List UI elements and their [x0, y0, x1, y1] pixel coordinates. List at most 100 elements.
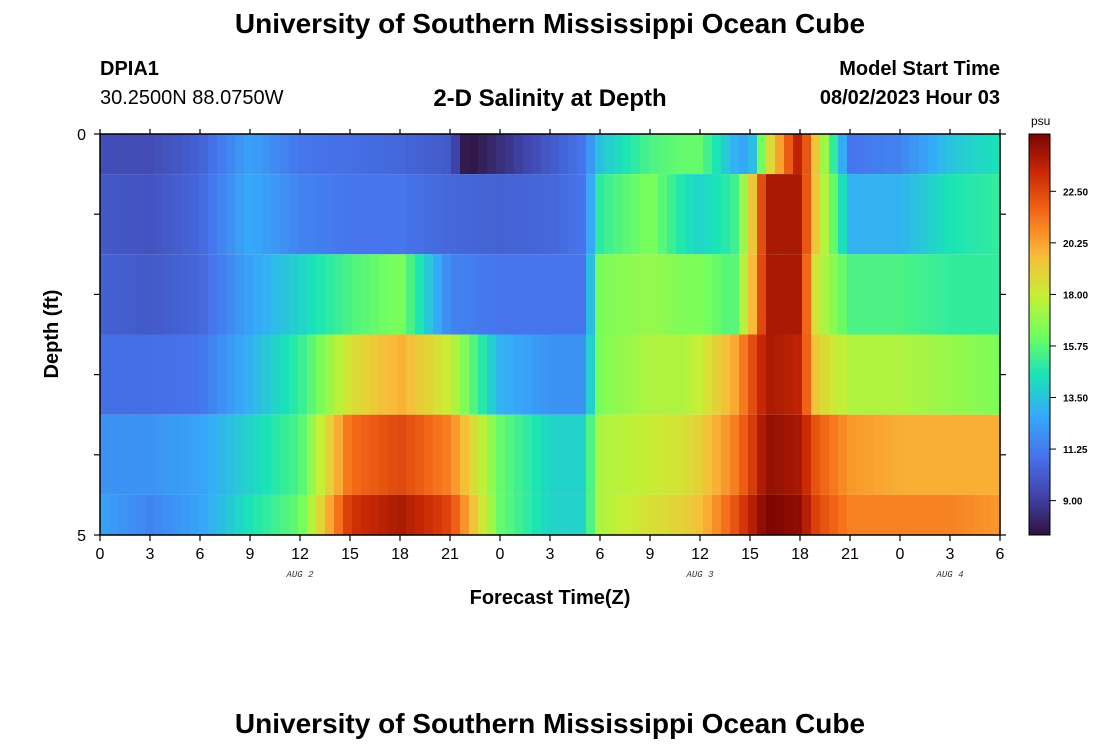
heatmap-cell — [937, 494, 947, 535]
heatmap-cell — [325, 254, 335, 335]
heatmap-cell — [730, 334, 740, 415]
heatmap-cell — [262, 494, 272, 535]
heatmap-cell — [334, 134, 344, 175]
heatmap-cell — [559, 254, 569, 335]
heatmap-cell — [721, 254, 731, 335]
heatmap-cell — [676, 254, 686, 335]
heatmap-cell — [640, 414, 650, 495]
date-labels: AUG 2 AUG 3 AUG 4 — [285, 570, 963, 580]
heatmap-cell — [199, 494, 209, 535]
heatmap-cell — [298, 134, 308, 175]
heatmap-cell — [982, 254, 992, 335]
heatmap-cell — [442, 414, 452, 495]
heatmap-cell — [190, 414, 200, 495]
heatmap-cell — [928, 414, 938, 495]
heatmap-cell — [739, 494, 749, 535]
heatmap-cell — [136, 414, 146, 495]
heatmap-cell — [658, 174, 668, 255]
heatmap-cell — [838, 414, 848, 495]
heatmap-cell — [415, 134, 425, 175]
heatmap-cell — [721, 334, 731, 415]
heatmap-cell — [343, 334, 353, 415]
heatmap-cell — [829, 334, 839, 415]
heatmap-cell — [694, 414, 704, 495]
heatmap-cell — [739, 254, 749, 335]
heatmap-cell — [514, 254, 524, 335]
heatmap-cell — [253, 414, 263, 495]
heatmap-cell — [964, 494, 974, 535]
heatmap-cell — [163, 174, 173, 255]
heatmap-cell — [550, 414, 560, 495]
heatmap-cell — [505, 134, 515, 175]
heatmap-cell — [739, 134, 749, 175]
heatmap-cell — [469, 134, 479, 175]
heatmap-cell — [532, 334, 542, 415]
heatmap-cell — [307, 414, 317, 495]
heatmap-cell — [586, 174, 596, 255]
heatmap-cell — [118, 494, 128, 535]
heatmap-cell — [100, 134, 110, 175]
heatmap-cell — [541, 174, 551, 255]
heatmap-cell — [811, 494, 821, 535]
heatmap-cell — [505, 334, 515, 415]
heatmap-cell — [154, 334, 164, 415]
x-axis: 0 3 6 9 12 15 18 21 0 3 6 9 12 15 18 21 0 3 6 — [96, 129, 1005, 563]
heatmap-cell — [793, 414, 803, 495]
heatmap-cell — [559, 174, 569, 255]
heatmap-cell — [622, 334, 632, 415]
heatmap-cell — [487, 174, 497, 255]
heatmap-cell — [208, 254, 218, 335]
heatmap-cell — [379, 334, 389, 415]
colorbar-tick-label: 18.00 — [1063, 290, 1088, 301]
heatmap-cell — [613, 134, 623, 175]
heatmap-cell — [262, 334, 272, 415]
heatmap-cell — [892, 174, 902, 255]
x-tick-label: 15 — [341, 546, 359, 563]
heatmap-cell — [118, 134, 128, 175]
heatmap-cell — [181, 334, 191, 415]
heatmap-cell — [307, 134, 317, 175]
heatmap-cell — [244, 174, 254, 255]
heatmap-cell — [541, 494, 551, 535]
heatmap-cell — [388, 494, 398, 535]
heatmap-cell — [883, 254, 893, 335]
heatmap-cell — [883, 494, 893, 535]
heatmap-cell — [163, 414, 173, 495]
x-tick-label: 6 — [996, 546, 1005, 563]
heatmap-cell — [100, 254, 110, 335]
heatmap-cell — [118, 414, 128, 495]
heatmap-cell — [892, 414, 902, 495]
heatmap-cell — [910, 254, 920, 335]
heatmap-cell — [856, 494, 866, 535]
heatmap-cell — [388, 254, 398, 335]
heatmap-cell — [910, 134, 920, 175]
heatmap-cell — [352, 174, 362, 255]
colorbar-tick-label: 9.00 — [1063, 497, 1083, 508]
heatmap-cell — [442, 334, 452, 415]
heatmap-cell — [550, 174, 560, 255]
heatmap-cell — [370, 254, 380, 335]
heatmap-cell — [406, 494, 416, 535]
heatmap-cell — [667, 134, 677, 175]
heatmap-cell — [847, 134, 857, 175]
heatmap-cell — [109, 334, 119, 415]
heatmap-cell — [901, 174, 911, 255]
heatmap-cell — [622, 254, 632, 335]
heatmap-cell — [154, 414, 164, 495]
heatmap-cell — [928, 494, 938, 535]
heatmap-cell — [775, 334, 785, 415]
date-label: AUG 3 — [685, 570, 714, 580]
heatmap-cell — [568, 134, 578, 175]
heatmap-cell — [856, 134, 866, 175]
heatmap-cell — [568, 254, 578, 335]
x-tick-label: 12 — [691, 546, 709, 563]
heatmap-cell — [811, 254, 821, 335]
heatmap-cell — [757, 134, 767, 175]
heatmap-cell — [847, 334, 857, 415]
heatmap-cell — [289, 494, 299, 535]
heatmap-cell — [289, 134, 299, 175]
heatmap-cell — [181, 134, 191, 175]
heatmap-cell — [991, 494, 1001, 535]
heatmap-cell — [856, 414, 866, 495]
heatmap-cell — [523, 494, 533, 535]
